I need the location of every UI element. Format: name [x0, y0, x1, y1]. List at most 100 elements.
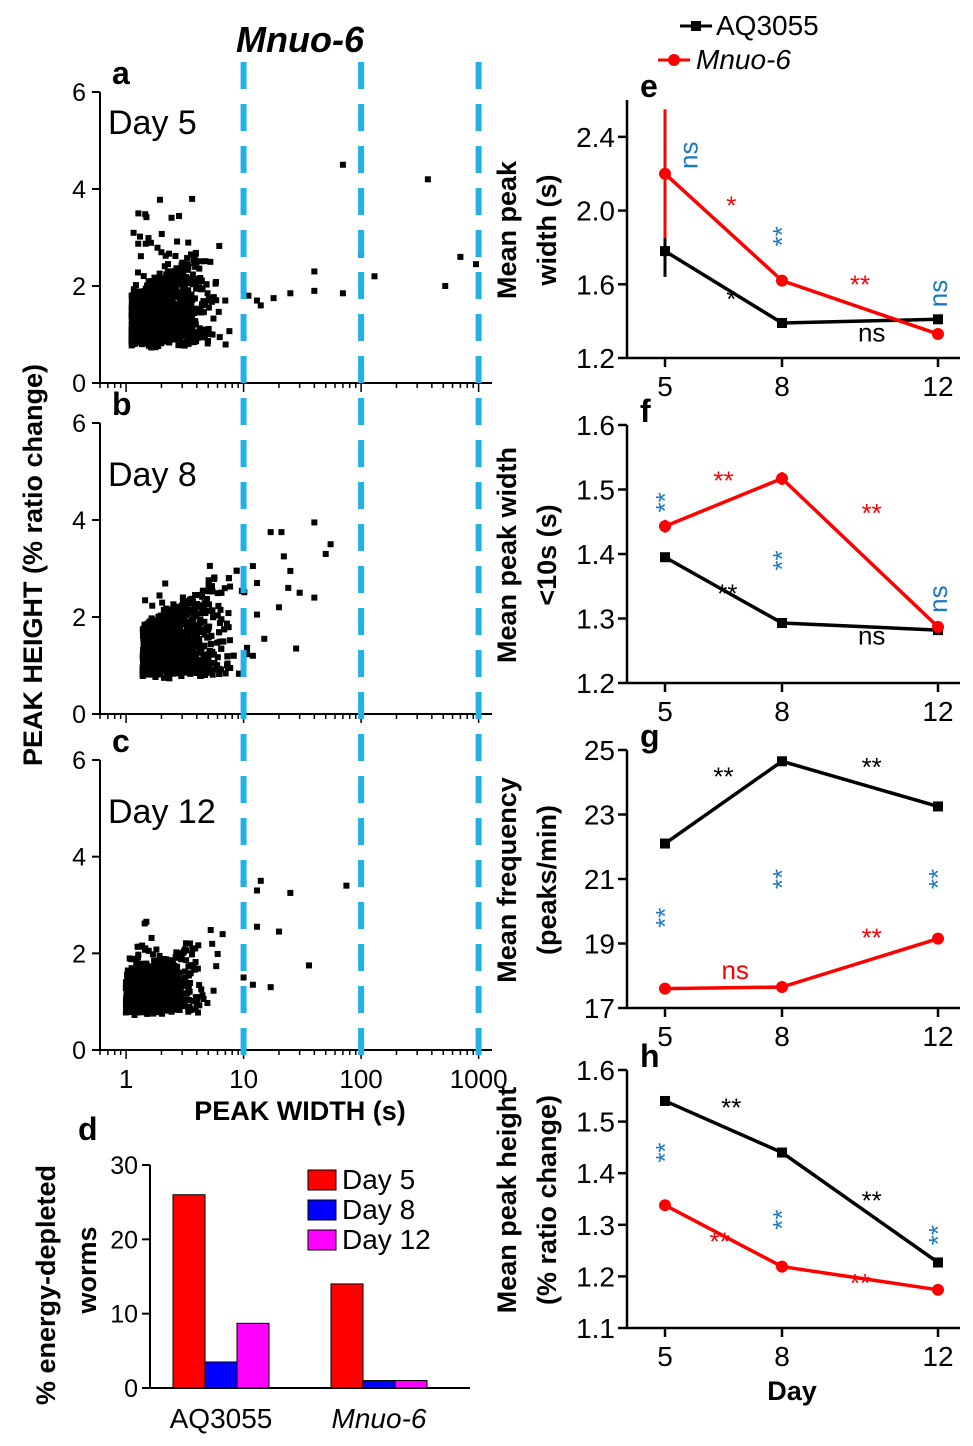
significance-label: ** [767, 550, 797, 570]
data-point [933, 314, 943, 325]
scatter-point [177, 298, 184, 305]
scatter-point [154, 626, 161, 633]
x-tick-label: 12 [922, 696, 953, 727]
y-tick-label: 1.5 [576, 475, 615, 506]
scatter-point [173, 265, 180, 272]
scatter-point [209, 588, 216, 595]
panel-letter: h [640, 1038, 660, 1074]
y-tick-label: 2 [72, 604, 86, 632]
x-tick-label: 5 [657, 1341, 673, 1372]
scatter-point [132, 978, 139, 985]
scatter-point [139, 673, 146, 680]
scatter-point [142, 320, 149, 327]
scatter-point [178, 951, 185, 958]
scatter-point [161, 645, 168, 652]
scatter-point [343, 882, 350, 889]
scatter-point [145, 311, 152, 318]
scatter-point [180, 980, 187, 987]
scatter-point [212, 280, 219, 287]
scatter-point [144, 282, 151, 289]
scatter-point [230, 652, 237, 659]
y-tick-label: 2.4 [576, 122, 615, 153]
scatter-point [188, 275, 195, 282]
data-point [777, 317, 787, 328]
scatter-point [161, 636, 168, 643]
scatter-point [189, 271, 196, 278]
scatter-point [214, 590, 221, 597]
significance-label: ** [862, 752, 882, 782]
scatter-point [164, 960, 171, 967]
scatter-point [203, 596, 210, 603]
scatter-point [156, 656, 163, 663]
scatter-point [154, 301, 161, 308]
scatter-point [169, 638, 176, 645]
y-axis-title: PEAK HEIGHT (% ratio change) [18, 364, 48, 766]
scatter-point [170, 643, 177, 650]
scatter-point [173, 288, 180, 295]
scatter-point [138, 996, 145, 1003]
scatter-point [201, 642, 208, 649]
scatter-point [155, 1003, 162, 1010]
significance-label: ns [923, 280, 953, 307]
scatter-point [201, 334, 208, 341]
scatter-point [168, 609, 175, 616]
x-tick-label: 8 [774, 1021, 790, 1052]
data-point [776, 1260, 788, 1273]
scatter-point [209, 331, 216, 338]
scatter-point [163, 271, 170, 278]
scatter-point [163, 311, 170, 318]
scatter-point [163, 276, 170, 283]
scatter-point [132, 282, 139, 289]
scatter-point [253, 611, 260, 618]
scatter-point [472, 261, 479, 268]
scatter-point [196, 1002, 203, 1009]
scatter-point [205, 656, 212, 663]
y-axis-title: worms [72, 1226, 102, 1314]
scatter-point [206, 562, 213, 569]
y-axis-title: % energy-depleted [31, 1165, 61, 1405]
scatter-point [151, 969, 158, 976]
scatter-point [151, 317, 158, 324]
scatter-point [181, 999, 188, 1006]
scatter-point [169, 292, 176, 299]
scatter-point [208, 667, 215, 674]
scatter-point [143, 978, 150, 985]
scatter-point [134, 987, 141, 994]
scatter-point [196, 265, 203, 272]
scatter-point [145, 325, 152, 332]
scatter-point [178, 673, 185, 680]
scatter-point [127, 1007, 134, 1014]
y-tick-label: 0 [72, 701, 86, 729]
scatter-point [207, 927, 214, 934]
scatter-point [175, 324, 182, 331]
scatter-point [157, 275, 164, 282]
legend-aq-label: AQ3055 [716, 10, 819, 41]
scatter-point [183, 612, 190, 619]
scatter-point [156, 670, 163, 677]
bar [330, 1283, 364, 1389]
scatter-point [202, 652, 209, 659]
scatter-point [140, 324, 147, 331]
scatter-point [305, 962, 312, 969]
scatter-point [155, 314, 162, 321]
scatter-point [174, 980, 181, 987]
scatter-point [144, 1002, 151, 1009]
data-point [777, 756, 787, 767]
scatter-point [174, 662, 181, 669]
scatter-point [182, 669, 189, 676]
scatter-point [149, 332, 156, 339]
scatter-point [130, 292, 137, 299]
legend-swatch [307, 1229, 337, 1251]
scatter-point [244, 644, 251, 651]
panel-day-label: Day 12 [108, 793, 216, 831]
scatter-point [158, 625, 165, 632]
scatter-point [267, 984, 274, 991]
scatter-point [161, 330, 168, 337]
scatter-point [187, 251, 194, 258]
scatter-point [190, 330, 197, 337]
scatter-point [183, 642, 190, 649]
scatter-point [172, 307, 179, 314]
scatter-point [261, 635, 268, 642]
y-tick-label: 1.3 [576, 604, 615, 635]
